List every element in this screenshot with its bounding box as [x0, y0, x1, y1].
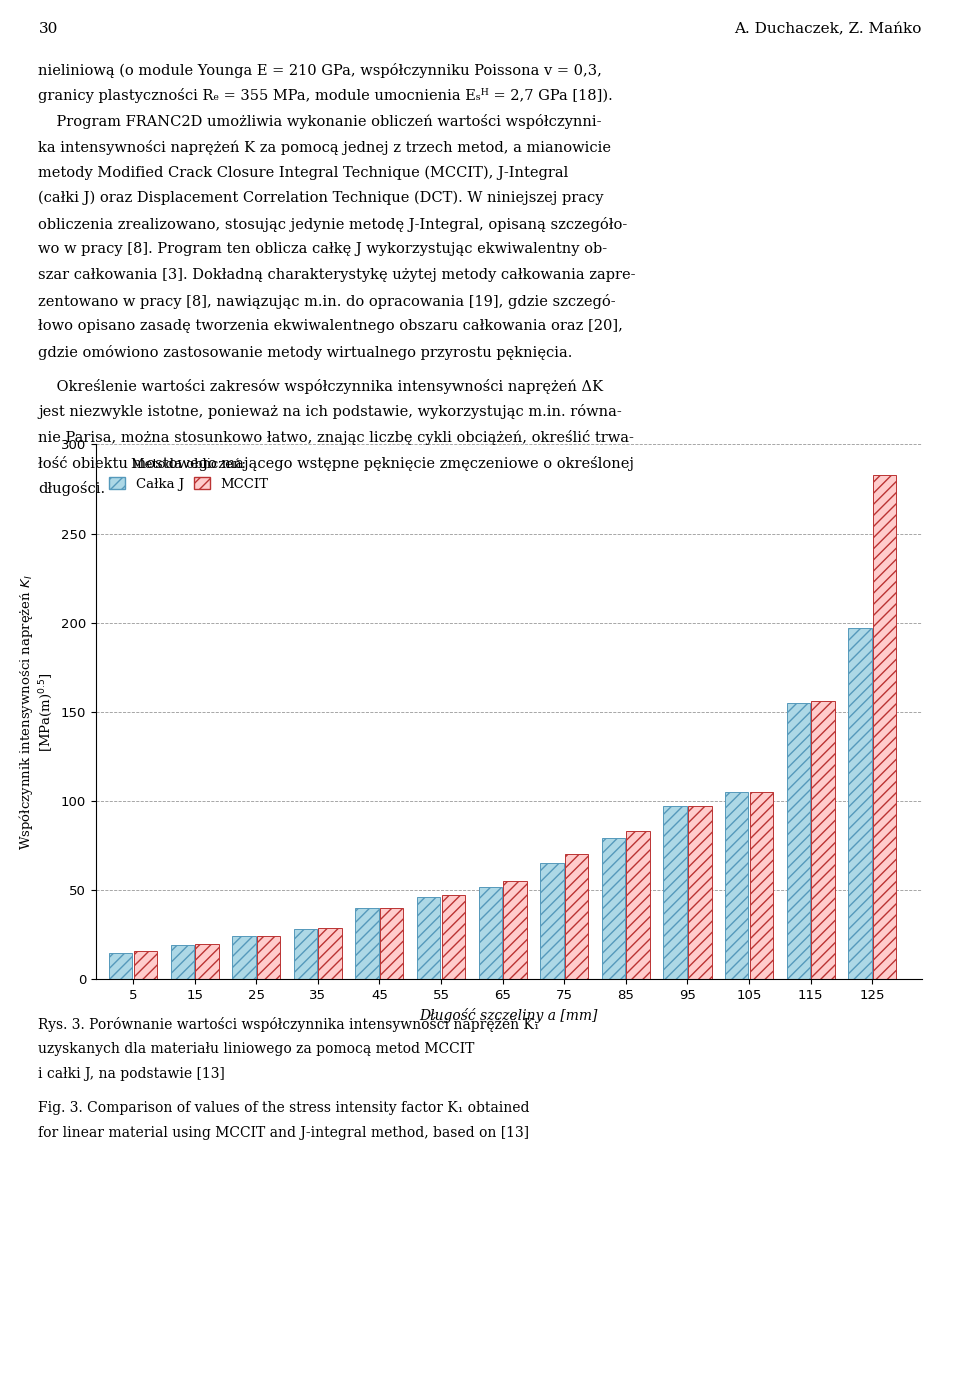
- Text: nieliniową (o module Younga E = 210 GPa, współczynniku Poissona v = 0,3,: nieliniową (o module Younga E = 210 GPa,…: [38, 63, 602, 78]
- Bar: [688, 807, 711, 979]
- Text: 30: 30: [38, 22, 58, 36]
- Bar: [725, 792, 749, 979]
- Bar: [442, 896, 465, 979]
- Bar: [663, 807, 686, 979]
- Text: Określenie wartości zakresów współczynnika intensywności naprężeń ΔK: Określenie wartości zakresów współczynni…: [38, 379, 604, 393]
- Text: nie Parisa, można stosunkowo łatwo, znając liczbę cykli obciążeń, określić trwa-: nie Parisa, można stosunkowo łatwo, znaj…: [38, 431, 635, 444]
- Bar: [811, 701, 835, 979]
- Text: for linear material using MCCIT and J-integral method, based on [13]: for linear material using MCCIT and J-in…: [38, 1126, 530, 1140]
- Bar: [133, 950, 157, 979]
- Bar: [503, 881, 527, 979]
- Legend: Całka J, MCCIT: Całka J, MCCIT: [103, 451, 276, 497]
- X-axis label: Długość szczeliny a [mm]: Długość szczeliny a [mm]: [420, 1007, 598, 1022]
- Bar: [564, 854, 588, 979]
- Text: Fig. 3. Comparison of values of the stress intensity factor K₁ obtained: Fig. 3. Comparison of values of the stre…: [38, 1101, 530, 1115]
- Text: długości.: długości.: [38, 482, 106, 496]
- Bar: [627, 831, 650, 979]
- Bar: [540, 864, 564, 979]
- Text: zentowano w pracy [8], nawiązując m.in. do opracowania [19], gdzie szczegó-: zentowano w pracy [8], nawiązując m.in. …: [38, 293, 616, 308]
- Text: Rys. 3. Porównanie wartości współczynnika intensywności naprężeń K₁: Rys. 3. Porównanie wartości współczynnik…: [38, 1017, 540, 1032]
- Bar: [786, 703, 810, 979]
- Text: obliczenia zrealizowano, stosując jedynie metodę J-Integral, opisaną szczegóło-: obliczenia zrealizowano, stosując jedyni…: [38, 217, 628, 232]
- Bar: [195, 943, 219, 979]
- Text: A. Duchaczek, Z. Mańko: A. Duchaczek, Z. Mańko: [734, 22, 922, 36]
- Text: gdzie omówiono zastosowanie metody wirtualnego przyrostu pęknięcia.: gdzie omówiono zastosowanie metody wirtu…: [38, 344, 573, 360]
- Text: granicy plastyczności Rₑ = 355 MPa, module umocnienia Eₛᴴ = 2,7 GPa [18]).: granicy plastyczności Rₑ = 355 MPa, modu…: [38, 89, 613, 103]
- Bar: [108, 953, 132, 979]
- Text: ka intensywności naprężeń K za pomocą jednej z trzech metod, a mianowicie: ka intensywności naprężeń K za pomocą je…: [38, 140, 612, 154]
- Bar: [479, 886, 502, 979]
- Text: metody Modified Crack Closure Integral Technique (MCCIT), J-Integral: metody Modified Crack Closure Integral T…: [38, 165, 568, 179]
- Text: jest niezwykle istotne, ponieważ na ich podstawie, wykorzystując m.in. równa-: jest niezwykle istotne, ponieważ na ich …: [38, 404, 622, 419]
- Bar: [873, 475, 897, 979]
- Text: Program FRANC2D umożliwia wykonanie obliczeń wartości współczynni-: Program FRANC2D umożliwia wykonanie obli…: [38, 114, 602, 129]
- Bar: [171, 946, 194, 979]
- Bar: [750, 792, 773, 979]
- Text: łowo opisano zasadę tworzenia ekwiwalentnego obszaru całkowania oraz [20],: łowo opisano zasadę tworzenia ekwiwalent…: [38, 319, 623, 333]
- Bar: [319, 928, 342, 979]
- Bar: [602, 839, 625, 979]
- Y-axis label: Współczynnik intensywności naprężeń $K_I$
[MPa(m)$^{0.5}$]: Współczynnik intensywności naprężeń $K_I…: [17, 574, 56, 850]
- Bar: [257, 936, 280, 979]
- Text: łość obiektu mostowego mającego wstępne pęknięcie zmęczeniowe o określonej: łość obiektu mostowego mającego wstępne …: [38, 456, 635, 471]
- Text: uzyskanych dla materiału liniowego za pomocą metod MCCIT: uzyskanych dla materiału liniowego za po…: [38, 1042, 475, 1056]
- Bar: [294, 929, 317, 979]
- Bar: [380, 908, 403, 979]
- Bar: [232, 936, 255, 979]
- Text: szar całkowania [3]. Dokładną charakterystykę użytej metody całkowania zapre-: szar całkowania [3]. Dokładną charaktery…: [38, 268, 636, 282]
- Bar: [417, 897, 441, 979]
- Bar: [355, 908, 379, 979]
- Bar: [849, 628, 872, 979]
- Text: wo w pracy [8]. Program ten oblicza całkę J wykorzystując ekwiwalentny ob-: wo w pracy [8]. Program ten oblicza całk…: [38, 242, 608, 257]
- Text: i całki J, na podstawie [13]: i całki J, na podstawie [13]: [38, 1067, 226, 1081]
- Text: (całki J) oraz Displacement Correlation Technique (DCT). W niniejszej pracy: (całki J) oraz Displacement Correlation …: [38, 190, 604, 206]
